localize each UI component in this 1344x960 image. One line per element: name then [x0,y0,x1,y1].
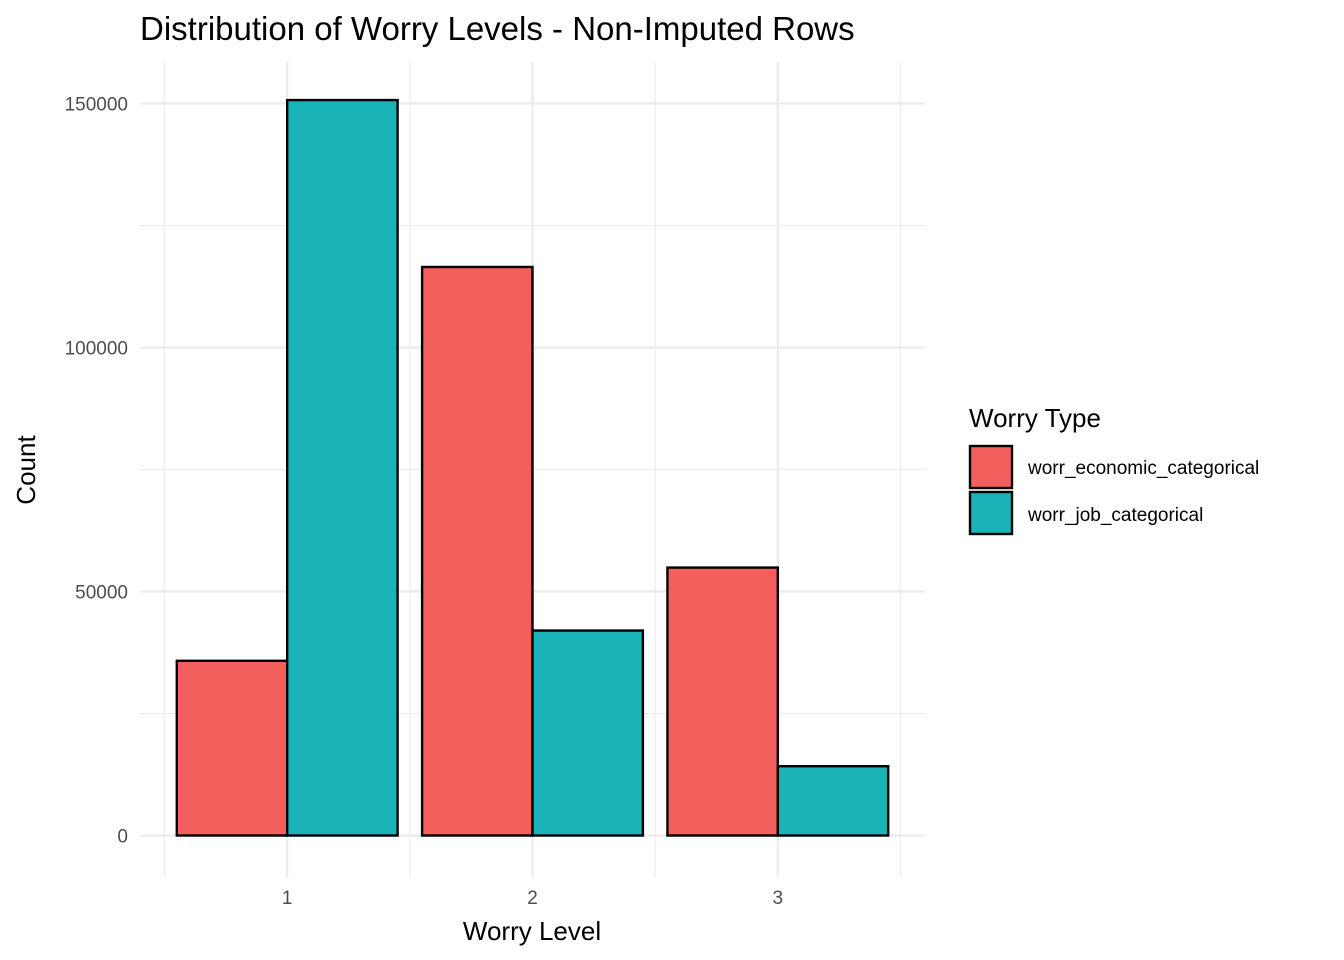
x-tick-label: 1 [282,888,293,909]
bar-worr-economic-categorical-1 [175,659,289,837]
bar-worr-economic-categorical-3 [666,566,780,837]
bars [175,98,890,837]
legend-swatch-economic [968,444,1014,490]
bar-worr-economic-categorical-2 [420,265,534,837]
bar-worr-job-categorical-2 [531,629,645,837]
y-tick-label: 0 [117,827,128,848]
bar-worr-job-categorical-1 [285,98,399,837]
y-tick-label: 50000 [75,583,128,604]
y-axis-title: Count [11,435,41,505]
y-axis-ticks: 0 50000 100000 150000 [65,94,128,847]
y-tick-label: 150000 [65,94,128,115]
x-axis-title: Worry Level [463,916,601,946]
x-tick-label: 2 [527,888,538,909]
legend-label-job: worr_job_categorical [1027,505,1203,526]
legend-title: Worry Type [969,403,1101,433]
bar-worr-job-categorical-3 [776,765,890,837]
x-axis-ticks: 1 2 3 [282,888,783,909]
legend: Worry Type worr_economic_categorical wor… [968,403,1259,536]
x-tick-label: 3 [773,888,784,909]
y-tick-label: 100000 [65,338,128,359]
legend-label-economic: worr_economic_categorical [1027,458,1259,479]
chart-title: Distribution of Worry Levels - Non-Imput… [140,10,855,47]
legend-swatch-job [968,490,1014,536]
